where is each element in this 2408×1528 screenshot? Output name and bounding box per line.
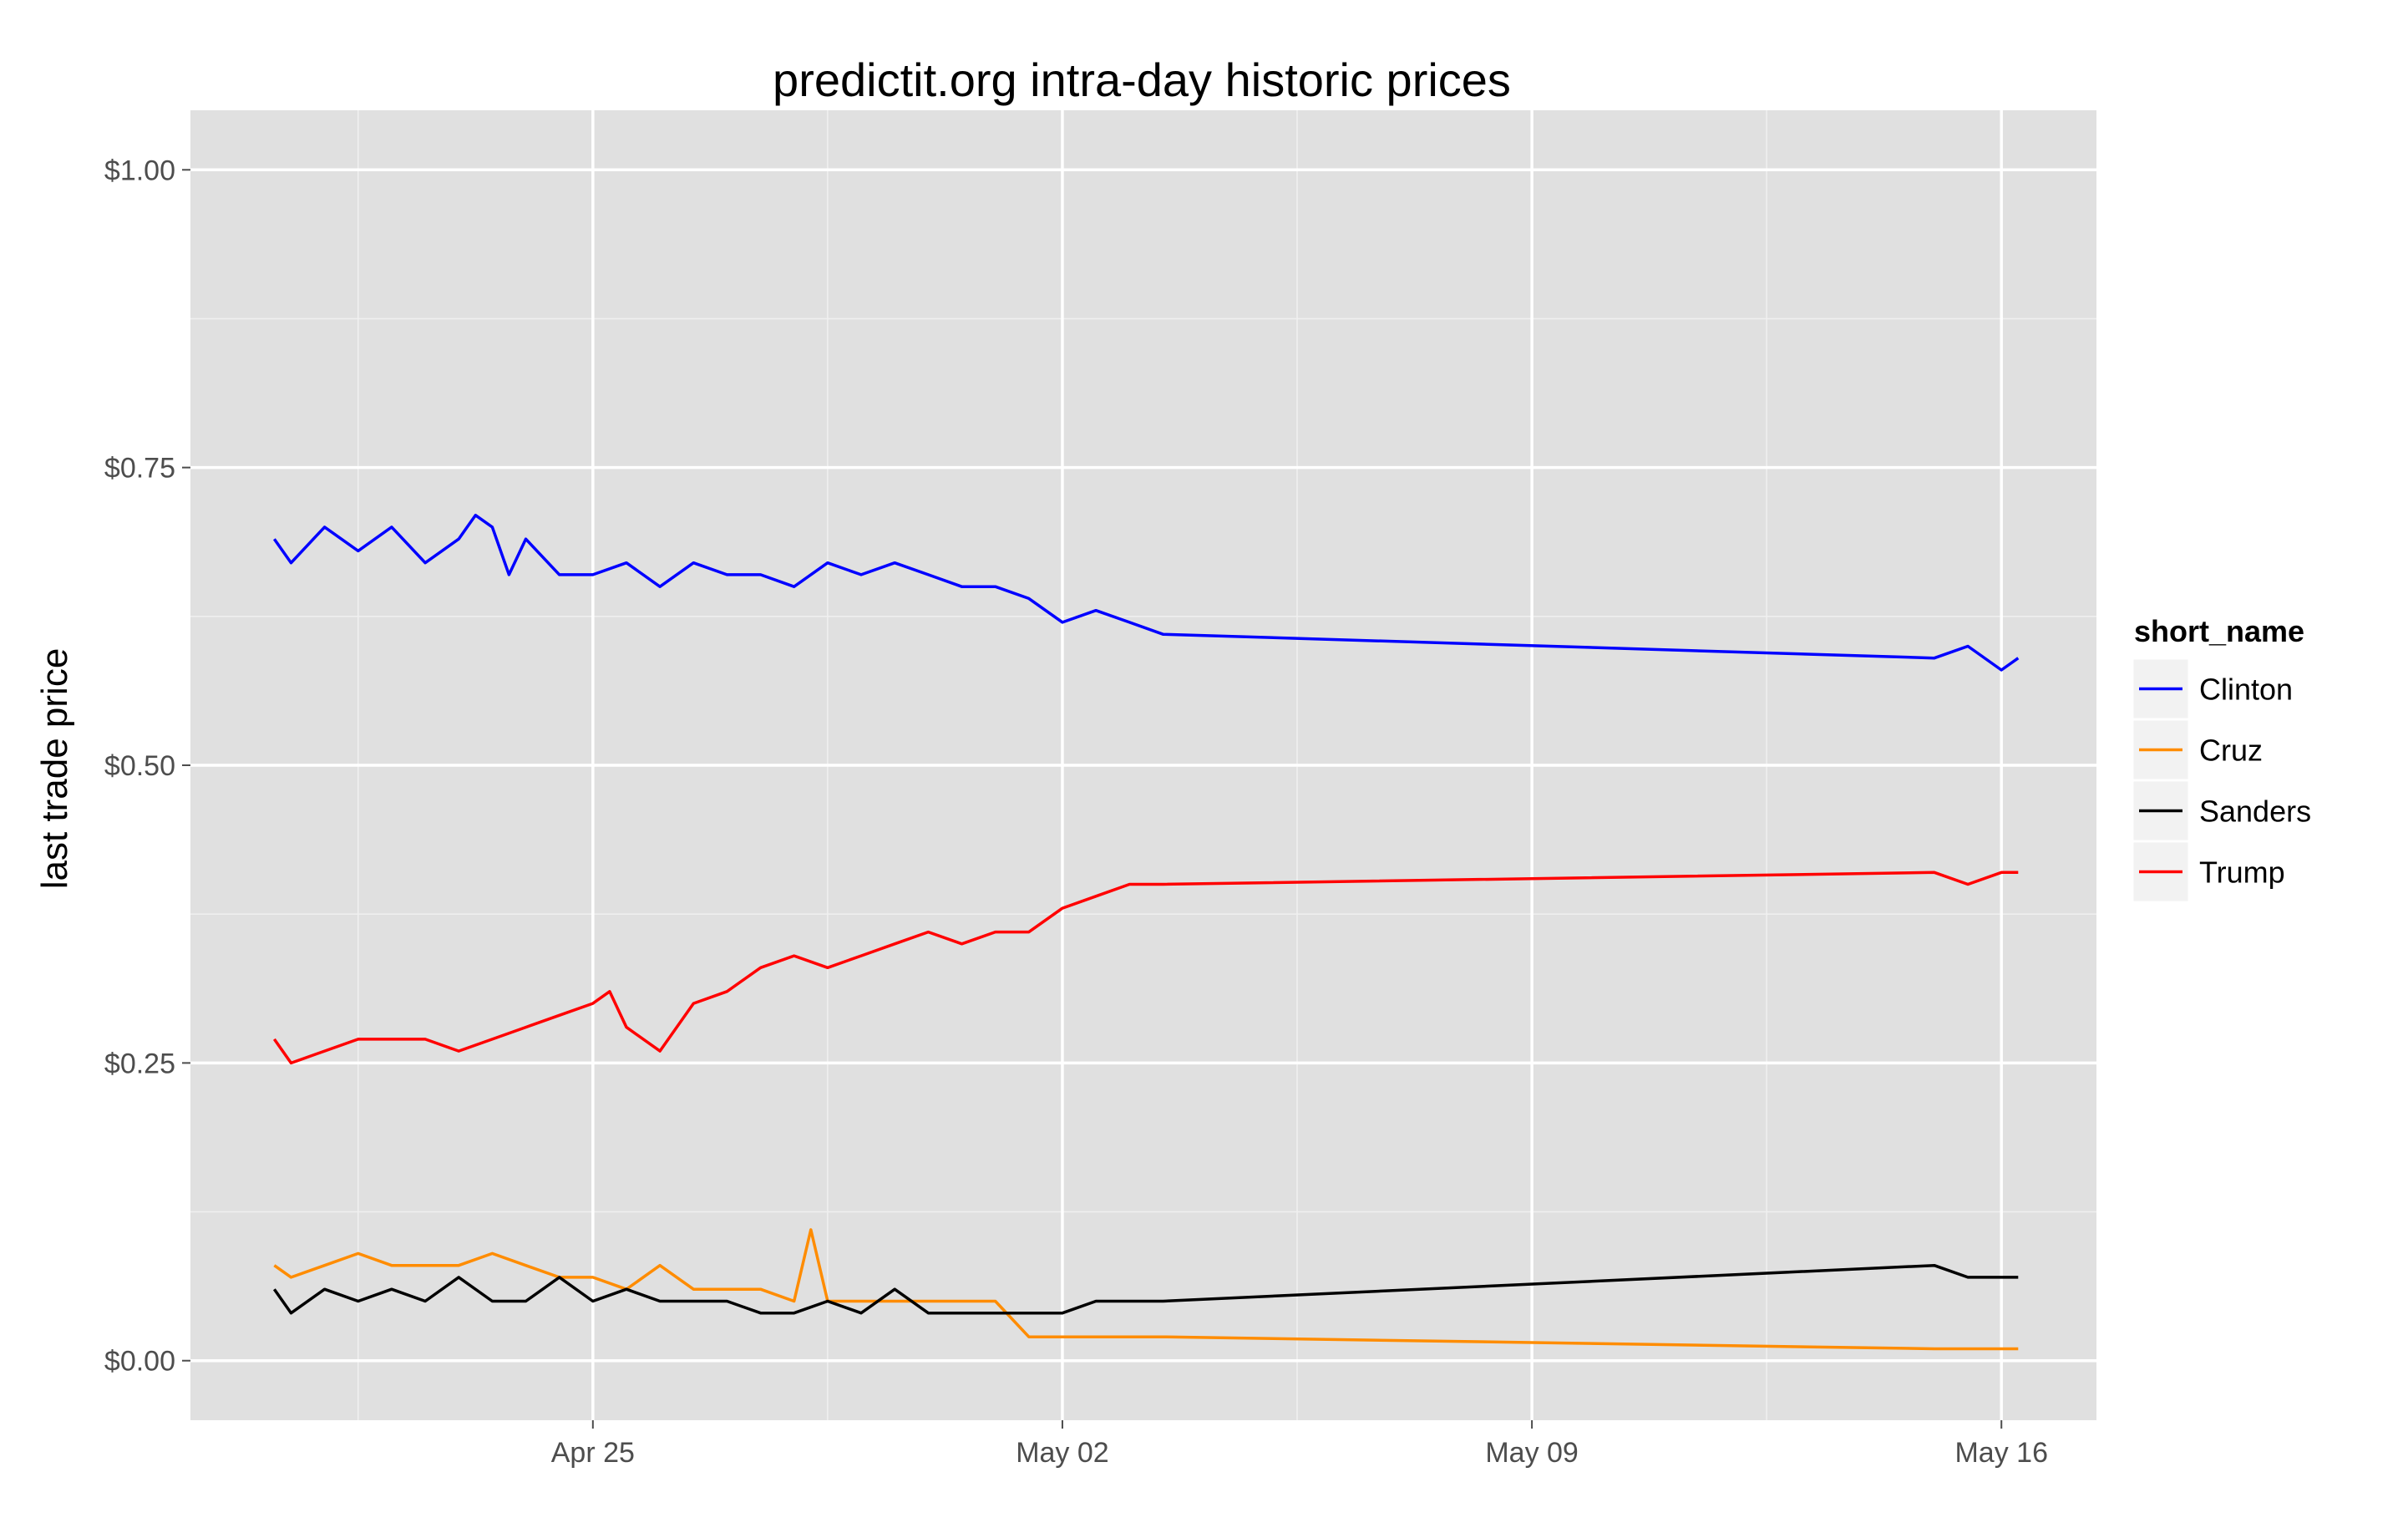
legend-label: Clinton	[2199, 673, 2293, 707]
legend-label: Sanders	[2199, 794, 2311, 829]
y-tick-label: $0.25	[104, 1048, 175, 1079]
x-tick-label: May 02	[1016, 1437, 1109, 1469]
chart-title: predictit.org intra-day historic prices	[773, 53, 1511, 106]
y-tick-label: $0.50	[104, 750, 175, 782]
x-tick-label: May 09	[1485, 1437, 1579, 1469]
series-line-clinton	[272, 513, 2020, 672]
legend-title: short_name	[2134, 614, 2304, 648]
legend-label: Cruz	[2199, 734, 2263, 768]
series-line-sanders	[272, 1263, 2019, 1315]
legend-entry-cruz: Cruz	[2131, 718, 2263, 782]
legend-label: Trump	[2199, 855, 2285, 890]
y-tick-label: $0.75	[104, 453, 175, 485]
legend-entry-clinton: Clinton	[2131, 657, 2293, 721]
series-line-cruz	[273, 1228, 2019, 1351]
x-tick-label: May 16	[1954, 1437, 2048, 1469]
y-axis-label: last trade price	[34, 648, 75, 890]
legend-entry-trump: Trump	[2131, 840, 2285, 904]
series-line-trump	[272, 871, 2019, 1065]
legend-entry-sanders: Sanders	[2131, 779, 2311, 843]
legend: short_name Clinton Cruz Sanders Trump	[2131, 614, 2311, 904]
plot-area: $0.00 $0.25 $0.50 $0.75 $1.00 Apr 25 May 02 May…	[104, 110, 2096, 1469]
y-tick-label: $0.00	[104, 1346, 175, 1378]
y-tick-label: $1.00	[104, 155, 175, 186]
x-tick-label: Apr 25	[551, 1437, 635, 1469]
